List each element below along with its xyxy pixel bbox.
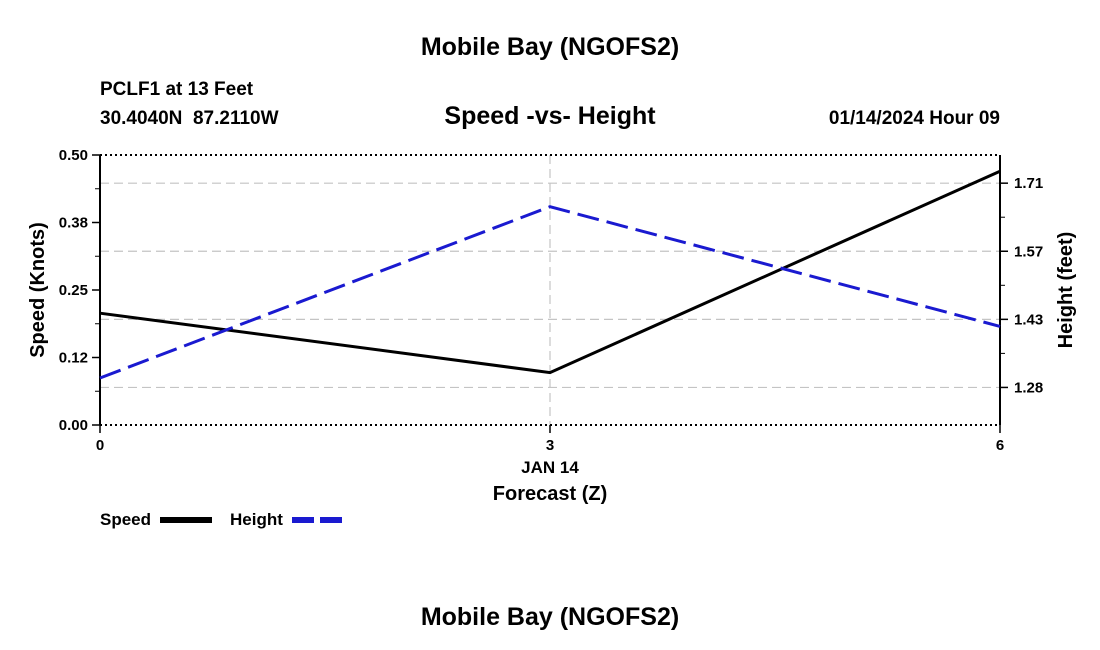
right-tick-label: 1.28 — [1014, 379, 1043, 396]
series-line-height — [99, 205, 1001, 380]
x-axis-ticks: 0 3 6 — [96, 425, 1004, 454]
right-axis-ticks: 1.71 1.57 1.43 1.28 — [1000, 175, 1043, 396]
x-tick-label: 6 — [996, 437, 1004, 454]
left-tick-label: 0.25 — [59, 282, 88, 299]
date-label: 01/14/2024 Hour 09 — [829, 108, 1000, 129]
y-left-axis-label: Speed (Knots) — [27, 222, 49, 358]
footer-title: Mobile Bay (NGOFS2) — [421, 603, 679, 631]
page-title: Mobile Bay (NGOFS2) — [421, 33, 679, 61]
left-axis-ticks: 0.50 0.38 0.25 0.12 0.00 — [59, 147, 100, 434]
grid-lines — [100, 155, 1000, 425]
series-lines — [99, 169, 1001, 380]
series-line-speed — [99, 169, 1001, 375]
legend-label-height: Height — [230, 510, 283, 529]
right-tick-label: 1.57 — [1014, 243, 1043, 260]
right-tick-label: 1.43 — [1014, 311, 1043, 328]
chart-title: Speed -vs- Height — [444, 102, 656, 130]
left-tick-label: 0.50 — [59, 147, 88, 164]
left-tick-label: 0.12 — [59, 350, 88, 367]
x-tick-label: 0 — [96, 437, 104, 454]
x-date-label: JAN 14 — [521, 458, 579, 477]
y-right-axis-label: Height (feet) — [1055, 232, 1077, 349]
legend: Speed Height — [100, 510, 344, 529]
left-tick-label: 0.38 — [59, 215, 88, 232]
left-tick-label: 0.00 — [59, 417, 88, 434]
station-name: PCLF1 at 13 Feet — [100, 79, 254, 100]
x-axis-label: Forecast (Z) — [493, 483, 607, 505]
station-coords: 30.4040N 87.2110W — [100, 108, 279, 129]
legend-label-speed: Speed — [100, 510, 151, 529]
right-tick-label: 1.71 — [1014, 175, 1043, 192]
x-tick-label: 3 — [546, 437, 554, 454]
